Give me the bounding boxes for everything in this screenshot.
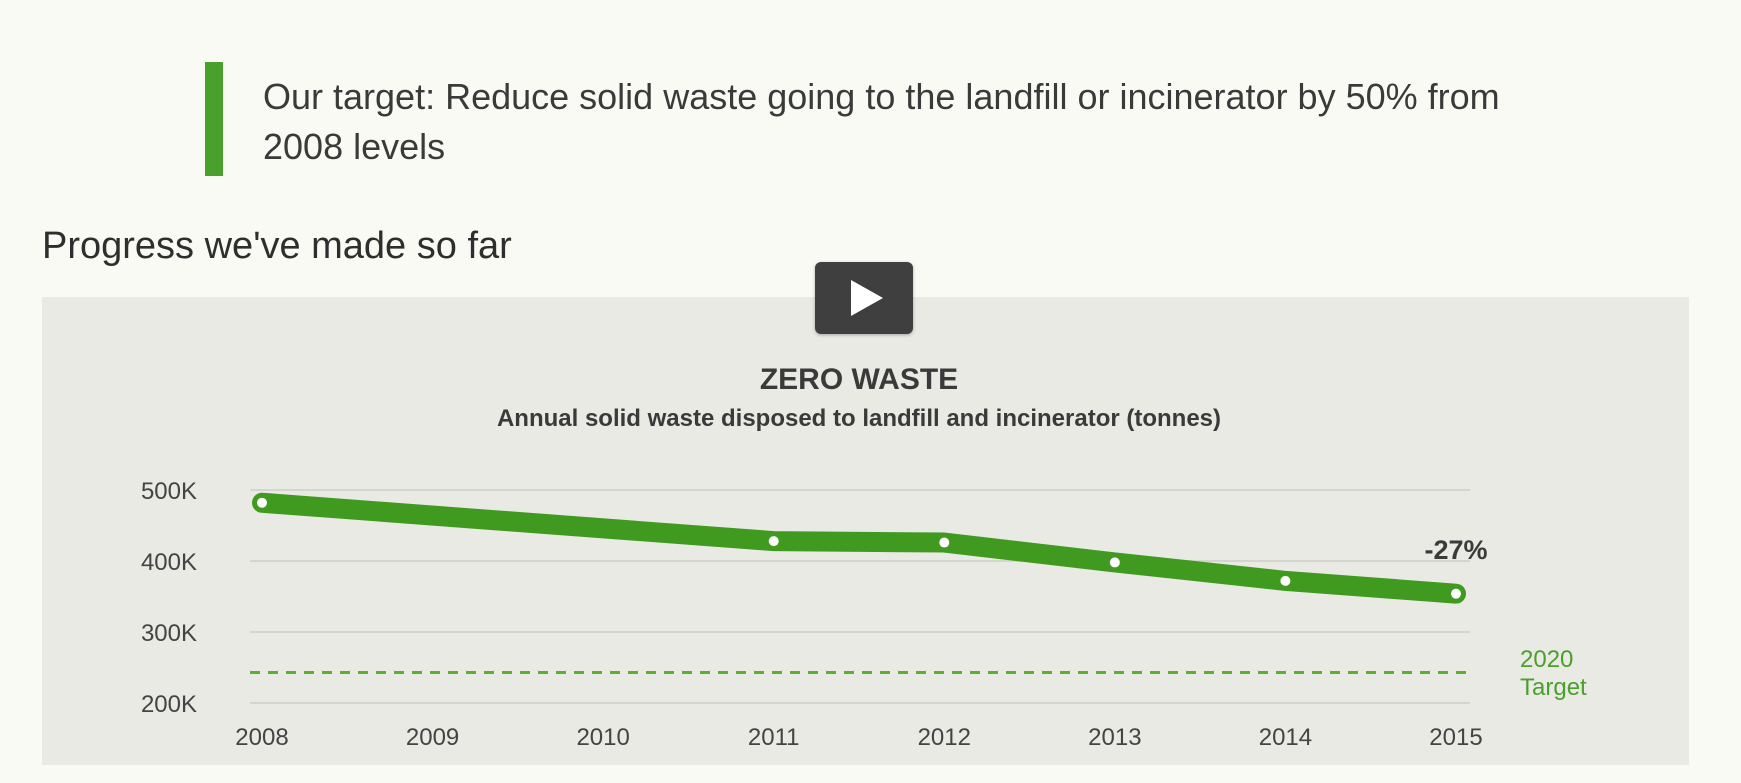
x-tick-label: 2011 [748, 724, 800, 751]
chart-subtitle: Annual solid waste disposed to landfill … [497, 405, 1221, 432]
data-point [1451, 588, 1461, 599]
target-label-year: 2020 [1520, 646, 1573, 673]
data-point [939, 537, 950, 548]
target-text: Our target: Reduce solid waste going to … [263, 76, 1500, 167]
x-tick-label: 2014 [1259, 724, 1312, 751]
y-tick-label: 200K [141, 691, 197, 718]
x-tick-label: 2009 [406, 724, 459, 751]
x-tick-label: 2010 [576, 724, 629, 751]
y-tick-label: 300K [141, 620, 197, 647]
series-line [252, 492, 1466, 604]
play-button[interactable] [815, 262, 913, 334]
change-annotation: -27% [1424, 535, 1487, 565]
target-accent-bar [205, 62, 223, 176]
data-point [1280, 575, 1291, 586]
target-label-text: Target [1520, 674, 1587, 701]
line-chart: ZERO WASTE Annual solid waste disposed to… [141, 363, 1587, 751]
y-tick-label: 400K [141, 549, 197, 576]
x-tick-label: 2008 [235, 724, 288, 751]
play-icon [851, 280, 883, 316]
chart-panel: ZERO WASTE Annual solid waste disposed to… [42, 297, 1689, 765]
x-tick-label: 2013 [1088, 724, 1141, 751]
x-tick-label: 2015 [1429, 724, 1482, 751]
x-tick-label: 2012 [918, 724, 971, 751]
target-statement: Our target: Reduce solid waste going to … [205, 62, 1505, 176]
data-point [768, 536, 779, 547]
data-point [1109, 557, 1120, 568]
chart-title: ZERO WASTE [760, 363, 958, 396]
y-tick-label: 500K [141, 478, 197, 505]
data-point [257, 497, 267, 508]
progress-title: Progress we've made so far [42, 225, 512, 267]
